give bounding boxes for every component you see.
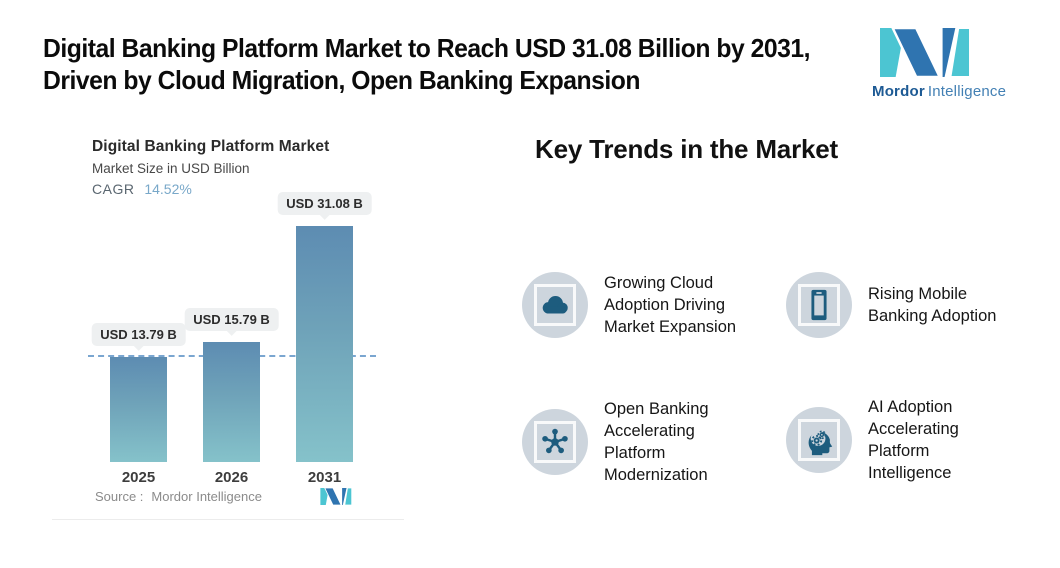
mobile-phone-icon bbox=[786, 272, 852, 338]
brand-name-light: Intelligence bbox=[927, 83, 1007, 100]
bar-2025 bbox=[110, 357, 167, 462]
brand-name-bold: Mordor bbox=[872, 83, 925, 100]
chart-title: Digital Banking Platform Market bbox=[92, 138, 330, 155]
page-title-line2: Driven by Cloud Migration, Open Banking … bbox=[43, 65, 641, 95]
mordor-logo-icon bbox=[880, 28, 970, 77]
brand-wordmark: Mordor Intelligence bbox=[872, 83, 1006, 100]
bar-value-text: USD 31.08 B bbox=[286, 196, 363, 211]
cloud-icon bbox=[522, 272, 588, 338]
market-chart-card: Digital Banking Platform Market Market S… bbox=[62, 122, 388, 520]
bar-2026 bbox=[203, 342, 260, 462]
chart-source-row: Source : Mordor Intelligence bbox=[95, 488, 352, 505]
divider-line bbox=[52, 519, 404, 520]
axis-label-2031: 2031 bbox=[307, 469, 342, 486]
bar-value-label-2025: USD 13.79 B bbox=[91, 323, 186, 351]
chart-cagr: CAGR 14.52% bbox=[92, 181, 192, 197]
network-hub-icon bbox=[522, 409, 588, 475]
page-title: Digital Banking Platform Market to Reach… bbox=[43, 32, 879, 96]
trends-heading: Key Trends in the Market bbox=[535, 134, 838, 164]
bar-value-text: USD 13.79 B bbox=[100, 327, 177, 342]
page-title-line1: Digital Banking Platform Market to Reach… bbox=[43, 33, 811, 63]
source-label: Source : bbox=[95, 489, 144, 504]
bar-value-label-2031: USD 31.08 B bbox=[277, 192, 372, 220]
trend-label: Growing Cloud Adoption Driving Market Ex… bbox=[604, 274, 737, 336]
axis-label-2025: 2025 bbox=[121, 469, 156, 486]
trend-label: AI Adoption Accelerating Platform Intell… bbox=[868, 398, 959, 482]
trend-item-ai-adoption: AI Adoption Accelerating Platform Intell… bbox=[786, 396, 980, 484]
ai-head-icon bbox=[786, 407, 852, 473]
bar-2031 bbox=[296, 226, 353, 462]
brand-logo: Mordor Intelligence bbox=[872, 28, 1006, 100]
trend-label: Open Banking Accelerating Platform Moder… bbox=[604, 400, 709, 484]
trend-label: Rising Mobile Banking Adoption bbox=[868, 285, 997, 325]
source-value: Mordor Intelligence bbox=[151, 489, 262, 504]
trend-item-open-banking: Open Banking Accelerating Platform Moder… bbox=[522, 398, 722, 486]
axis-label-2026: 2026 bbox=[214, 469, 249, 486]
bar-value-text: USD 15.79 B bbox=[193, 312, 270, 327]
chart-subtitle: Market Size in USD Billion bbox=[92, 161, 250, 176]
cagr-value: 14.52% bbox=[144, 181, 192, 197]
cagr-label: CAGR bbox=[92, 181, 135, 197]
trend-item-mobile-banking: Rising Mobile Banking Adoption bbox=[786, 272, 1028, 338]
mordor-logo-small-icon bbox=[320, 488, 352, 505]
trend-item-cloud-adoption: Growing Cloud Adoption Driving Market Ex… bbox=[522, 272, 756, 338]
bar-value-label-2026: USD 15.79 B bbox=[184, 308, 279, 336]
bar-chart-plot: USD 13.79 B 2025 USD 15.79 B 2026 USD 31… bbox=[88, 122, 376, 486]
